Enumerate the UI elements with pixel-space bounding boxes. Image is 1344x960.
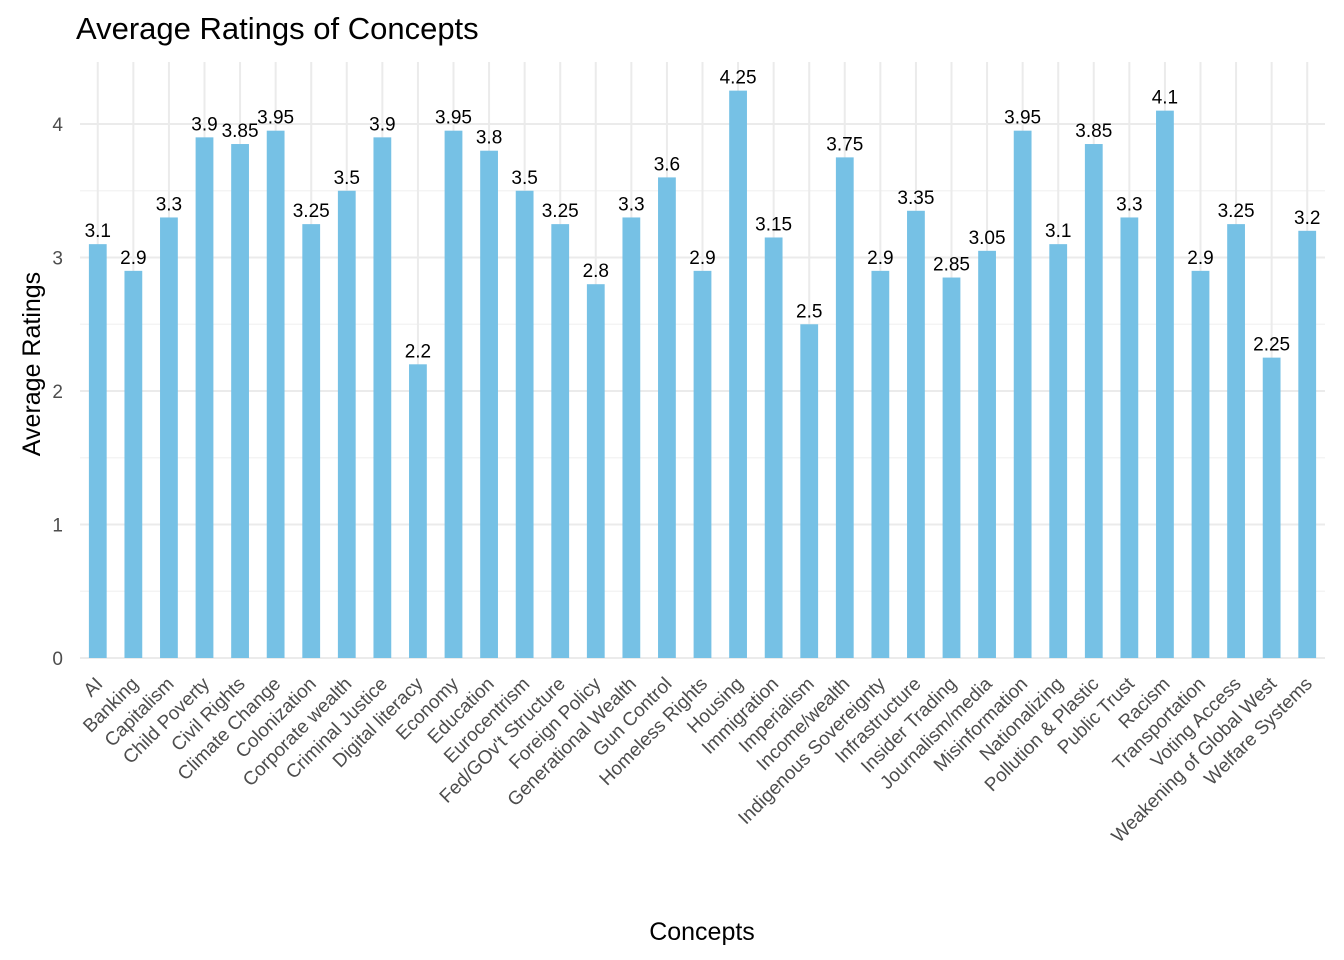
bar-value-label: 3.3 (618, 194, 644, 215)
bar (1298, 230, 1317, 659)
bar-value-label: 3.25 (293, 201, 330, 222)
bar (835, 157, 854, 658)
bar (1191, 270, 1210, 658)
bar-value-label: 3.95 (257, 108, 294, 129)
bar (693, 270, 712, 658)
bar-value-label: 2.9 (867, 248, 893, 269)
bar-value-label: 3.6 (654, 154, 680, 175)
bar (800, 324, 819, 658)
bar (88, 244, 107, 658)
bar-value-label: 3.9 (369, 114, 395, 135)
bar-value-label: 3.75 (826, 134, 863, 155)
y-tick-label: 4 (52, 115, 63, 136)
bar-value-label: 2.2 (405, 341, 431, 362)
bar (1049, 244, 1068, 658)
bar (907, 210, 925, 658)
bar (124, 270, 143, 658)
bar-value-label: 3.25 (1218, 201, 1255, 222)
bar-value-label: 3.3 (156, 194, 182, 215)
bar-value-label: 2.9 (689, 248, 715, 269)
bar-value-label: 2.5 (796, 301, 822, 322)
bar (551, 224, 570, 658)
bar (1013, 130, 1032, 659)
bar-value-label: 3.1 (1045, 221, 1071, 242)
bar (1084, 144, 1103, 658)
y-tick-label: 0 (52, 649, 63, 670)
bar (1120, 217, 1139, 658)
bar-value-label: 3.05 (969, 228, 1006, 249)
bar-value-label: 3.2 (1294, 208, 1320, 229)
bar-value-label: 3.5 (511, 168, 537, 189)
chart-title: Average Ratings of Concepts (76, 11, 479, 46)
bar-value-label: 2.85 (933, 255, 970, 276)
bar-value-label: 2.9 (120, 248, 146, 269)
bar (764, 237, 783, 658)
bar-value-label: 2.8 (583, 261, 609, 282)
bar (515, 190, 534, 658)
x-axis-title: Concepts (649, 918, 755, 946)
bar (978, 250, 996, 658)
y-tick-label: 1 (52, 516, 63, 537)
bar-value-label: 3.8 (476, 128, 502, 149)
bar-value-label: 3.85 (1075, 121, 1112, 142)
bar (658, 177, 676, 658)
bar (1227, 224, 1245, 658)
bar (409, 364, 427, 658)
y-axis-ticks: 0 1 2 3 4 (52, 115, 63, 670)
bar-value-label: 3.85 (222, 121, 259, 142)
bars (88, 90, 1317, 659)
bar (622, 217, 641, 658)
y-axis-title: Average Ratings (18, 272, 46, 456)
bar (337, 190, 356, 658)
y-tick-label: 3 (52, 249, 63, 270)
bar (444, 130, 463, 659)
x-tick-label: AI (80, 674, 108, 702)
bar (373, 137, 392, 659)
bar-value-label: 2.9 (1187, 248, 1213, 269)
bar-value-label: 3.5 (334, 168, 360, 189)
value-labels: 3.12.93.33.9 3.853.953.253.53.92.23.953.8… (85, 68, 1321, 363)
bar (160, 217, 178, 658)
bar-value-label: 3.9 (191, 114, 217, 135)
bar-value-label: 3.3 (1116, 194, 1142, 215)
bar (586, 284, 605, 658)
bar (195, 137, 214, 659)
bar-value-label: 3.35 (897, 188, 934, 209)
bar-value-label: 2.25 (1253, 335, 1290, 356)
bar-value-label: 3.15 (755, 214, 792, 235)
bar (302, 224, 321, 658)
bar-value-label: 3.25 (542, 201, 579, 222)
y-tick-label: 2 (52, 382, 63, 403)
bar (1262, 357, 1281, 658)
bar (266, 130, 285, 659)
bar (480, 150, 498, 658)
bar-value-label: 3.95 (1004, 108, 1041, 129)
bar (871, 270, 890, 658)
bar-value-label: 4.1 (1152, 88, 1178, 109)
bar-value-label: 4.25 (720, 68, 757, 89)
bar (1156, 110, 1174, 658)
bar (942, 277, 961, 658)
bar (729, 90, 747, 658)
bar-value-label: 3.1 (85, 221, 111, 242)
bar (231, 144, 249, 658)
bar-value-label: 3.95 (435, 108, 472, 129)
